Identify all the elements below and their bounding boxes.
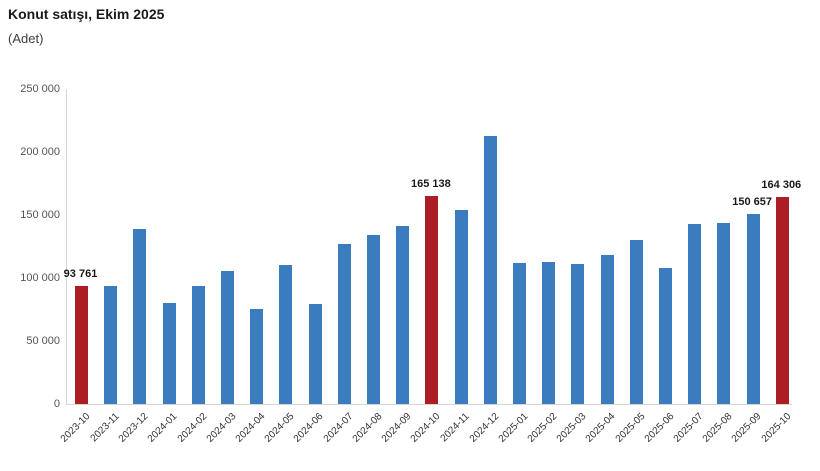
bar-2025-08 bbox=[717, 223, 731, 404]
x-axis-tick-label: 2024-11 bbox=[438, 411, 472, 445]
x-axis-tick-label: 2025-09 bbox=[730, 411, 764, 445]
y-axis-tick-label: 250 000 bbox=[20, 83, 60, 95]
bar-2024-10 bbox=[425, 196, 439, 404]
x-axis-tick-label: 2023-11 bbox=[88, 411, 122, 445]
x-axis-tick-label: 2025-07 bbox=[671, 411, 706, 445]
x-axis-tick-label: 2024-08 bbox=[350, 411, 385, 445]
bar-value-label-2025-10: 164 306 bbox=[761, 179, 802, 191]
x-axis-tick-label: 2024-05 bbox=[262, 411, 297, 445]
bar-2025-03 bbox=[571, 264, 585, 404]
bar-2024-04 bbox=[250, 309, 264, 404]
bar-value-label-2025-09: 150 657 bbox=[732, 196, 772, 208]
chart-title: Konut satışı, Ekim 2025 bbox=[8, 6, 165, 22]
plot-area bbox=[66, 89, 792, 405]
x-axis-tick-label: 2025-05 bbox=[613, 411, 648, 445]
bar-2025-04 bbox=[600, 255, 614, 404]
x-axis-tick-label: 2025-01 bbox=[496, 411, 531, 445]
x-axis-tick-label: 2024-06 bbox=[292, 411, 326, 445]
bar-2025-01 bbox=[513, 263, 526, 404]
bar-2024-02 bbox=[191, 286, 205, 404]
y-axis-tick-label: 200 000 bbox=[20, 146, 60, 158]
bar-2024-05 bbox=[279, 265, 293, 404]
bar-2024-03 bbox=[221, 271, 234, 404]
x-axis-tick-label: 2023-12 bbox=[116, 411, 151, 445]
bar-2025-10 bbox=[775, 197, 789, 404]
bar-2023-10 bbox=[75, 286, 88, 404]
x-axis-tick-label: 2023-10 bbox=[58, 411, 93, 445]
bar-2024-06 bbox=[308, 304, 322, 404]
bar-2024-11 bbox=[454, 210, 468, 404]
bar-2025-07 bbox=[688, 224, 702, 404]
x-axis-tick-label: 2024-02 bbox=[175, 411, 210, 445]
x-axis-tick-label: 2024-09 bbox=[379, 411, 414, 445]
x-axis-tick-label: 2024-10 bbox=[408, 411, 443, 445]
x-axis-tick-label: 2024-12 bbox=[467, 411, 502, 445]
x-axis-tick-label: 2025-10 bbox=[759, 411, 794, 445]
bar-2024-09 bbox=[396, 226, 410, 404]
bar-2023-12 bbox=[133, 229, 147, 404]
bar-2024-12 bbox=[483, 136, 497, 404]
bar-value-label-2024-10: 165 138 bbox=[411, 178, 451, 190]
x-axis-tick-label: 2025-02 bbox=[525, 411, 560, 445]
bar-2024-07 bbox=[337, 244, 351, 404]
bar-2024-01 bbox=[162, 303, 176, 404]
x-axis-tick-label: 2024-01 bbox=[146, 411, 180, 445]
x-axis-tick-label: 2024-03 bbox=[204, 411, 239, 445]
bar-2023-11 bbox=[104, 286, 118, 404]
x-axis-tick-label: 2025-08 bbox=[700, 411, 735, 445]
x-axis-tick-label: 2025-03 bbox=[554, 411, 589, 445]
y-axis-tick-label: 150 000 bbox=[20, 209, 60, 221]
bar-2025-09 bbox=[746, 214, 760, 404]
chart-unit-subtitle: (Adet) bbox=[8, 31, 44, 46]
y-axis-tick-label: 50 000 bbox=[26, 335, 60, 347]
bar-2025-05 bbox=[629, 240, 643, 404]
x-axis-tick-label: 2025-04 bbox=[584, 411, 618, 445]
y-axis-tick-label: 0 bbox=[53, 398, 60, 410]
bar-2025-06 bbox=[659, 268, 672, 404]
x-axis-tick-label: 2025-06 bbox=[642, 411, 677, 445]
y-axis-tick-label: 100 000 bbox=[20, 272, 60, 284]
x-axis-tick-label: 2024-07 bbox=[321, 411, 356, 445]
x-axis-tick-label: 2024-04 bbox=[233, 411, 268, 445]
bar-2025-02 bbox=[542, 262, 556, 404]
bar-value-label-2023-10: 93 761 bbox=[63, 268, 98, 280]
bar-2024-08 bbox=[367, 235, 380, 404]
